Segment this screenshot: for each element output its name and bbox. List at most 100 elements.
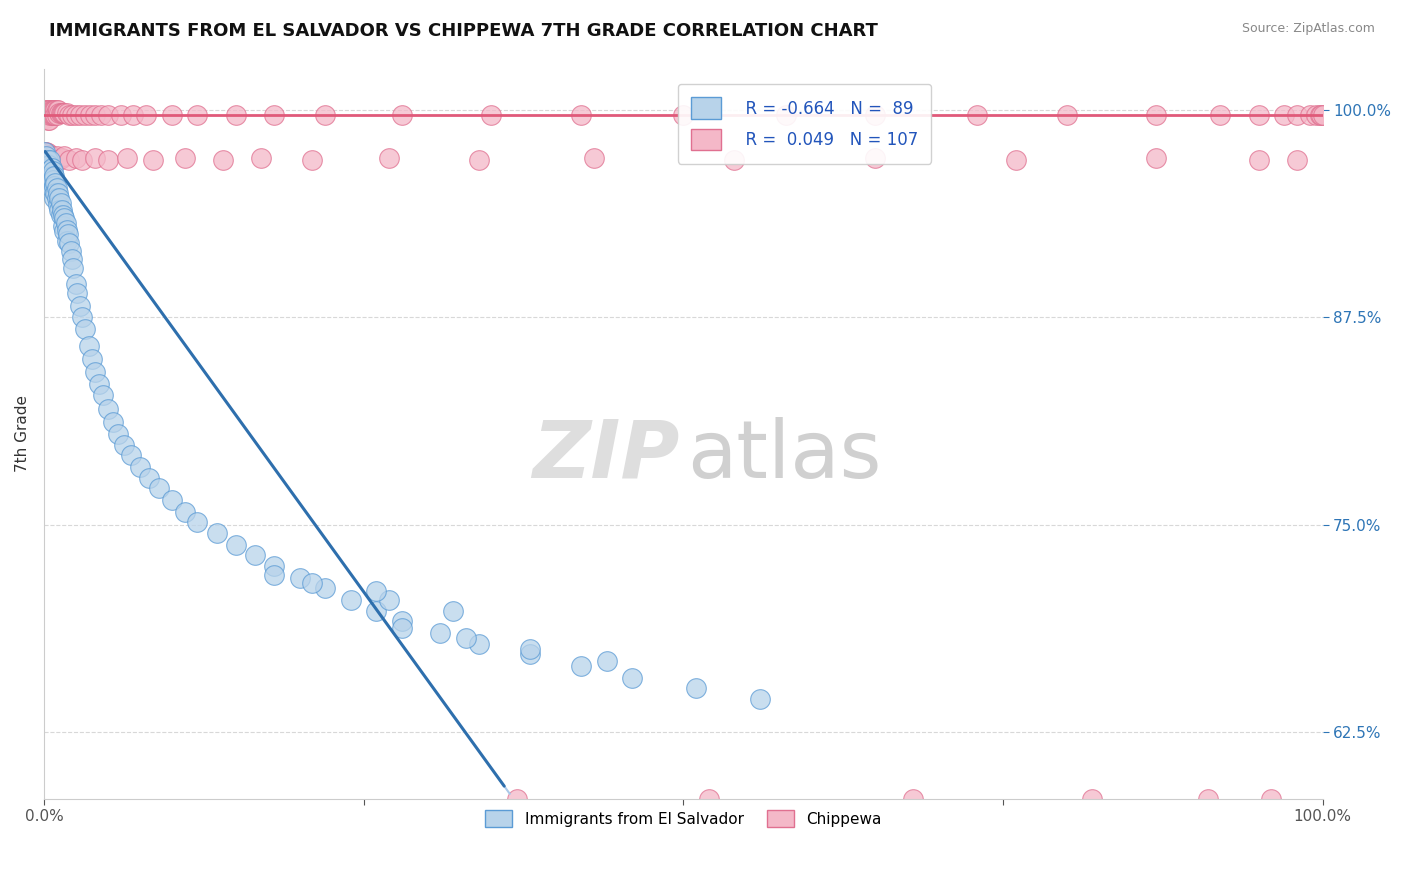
Point (42, 172, 65, 186)
Point (1309, 108, 1331, 122)
Point (1285, 153, 1308, 167)
Point (41, 108, 63, 122)
Point (685, 681, 707, 695)
Point (672, 108, 695, 122)
Point (263, 559, 285, 574)
Point (59, 244, 82, 258)
Legend: Immigrants from El Salvador, Chippewa: Immigrants from El Salvador, Chippewa (477, 802, 889, 835)
Text: ZIP: ZIP (531, 417, 679, 494)
Point (481, 108, 503, 122)
Point (120, 448, 142, 462)
Point (138, 471, 160, 485)
Point (723, 153, 745, 167)
Point (51, 151, 73, 165)
Point (366, 604, 388, 618)
Point (35, 112, 58, 126)
Point (391, 621, 413, 635)
Point (42, 183, 65, 197)
Point (97, 153, 120, 167)
Point (58, 153, 80, 167)
Point (42, 108, 65, 122)
Point (44, 176, 66, 190)
Point (467, 153, 489, 167)
Point (39, 153, 62, 167)
Point (467, 637, 489, 651)
Point (114, 438, 136, 452)
Point (44, 153, 66, 167)
Point (1056, 108, 1078, 122)
Point (173, 505, 195, 519)
Point (37, 169, 59, 184)
Point (70, 153, 93, 167)
Point (37, 161, 59, 175)
Point (38, 108, 60, 122)
Point (621, 671, 644, 685)
Point (51, 202, 73, 217)
Point (48, 202, 70, 217)
Point (263, 108, 285, 122)
Point (250, 151, 273, 165)
Point (37, 153, 59, 167)
Point (39, 153, 62, 167)
Point (53, 224, 76, 238)
Point (84, 365, 107, 379)
Point (205, 526, 228, 541)
Point (45, 149, 67, 163)
Point (1312, 108, 1334, 122)
Point (35, 149, 58, 163)
Point (45, 181, 67, 195)
Point (34, 145, 56, 159)
Point (1260, 792, 1282, 806)
Point (519, 642, 541, 657)
Point (1272, 108, 1295, 122)
Point (41, 103, 63, 117)
Point (41, 169, 63, 184)
Text: IMMIGRANTS FROM EL SALVADOR VS CHIPPEWA 7TH GRADE CORRELATION CHART: IMMIGRANTS FROM EL SALVADOR VS CHIPPEWA … (49, 22, 879, 40)
Point (454, 631, 477, 645)
Point (55, 216, 77, 230)
Point (34, 103, 56, 117)
Point (42, 153, 65, 167)
Point (49, 196, 72, 211)
Point (212, 153, 235, 167)
Point (391, 108, 413, 122)
Point (49, 106, 72, 120)
Point (101, 415, 124, 429)
Point (82, 351, 104, 366)
Point (38, 148, 60, 162)
Point (225, 108, 247, 122)
Point (35, 156, 58, 170)
Point (35, 108, 58, 122)
Point (1144, 108, 1167, 122)
Point (115, 151, 138, 165)
Point (903, 792, 925, 806)
Point (1144, 151, 1167, 165)
Point (41, 161, 63, 175)
Point (53, 149, 76, 163)
Point (56, 222, 79, 236)
Point (863, 108, 886, 122)
Point (34, 149, 56, 163)
Point (56, 234, 79, 248)
Point (41, 149, 63, 163)
Point (595, 654, 617, 668)
Point (49, 208, 72, 222)
Point (225, 538, 247, 552)
Text: Source: ZipAtlas.com: Source: ZipAtlas.com (1241, 22, 1375, 36)
Point (65, 108, 87, 122)
Point (53, 211, 76, 225)
Point (37, 108, 59, 122)
Point (53, 106, 76, 120)
Point (46, 103, 69, 117)
Point (38, 103, 60, 117)
Point (1247, 108, 1270, 122)
Point (73, 108, 96, 122)
Point (38, 166, 60, 180)
Point (60, 108, 83, 122)
Point (42, 164, 65, 178)
Point (70, 310, 93, 325)
Point (69, 108, 91, 122)
Point (38, 158, 60, 172)
Point (37, 103, 59, 117)
Point (1285, 108, 1308, 122)
